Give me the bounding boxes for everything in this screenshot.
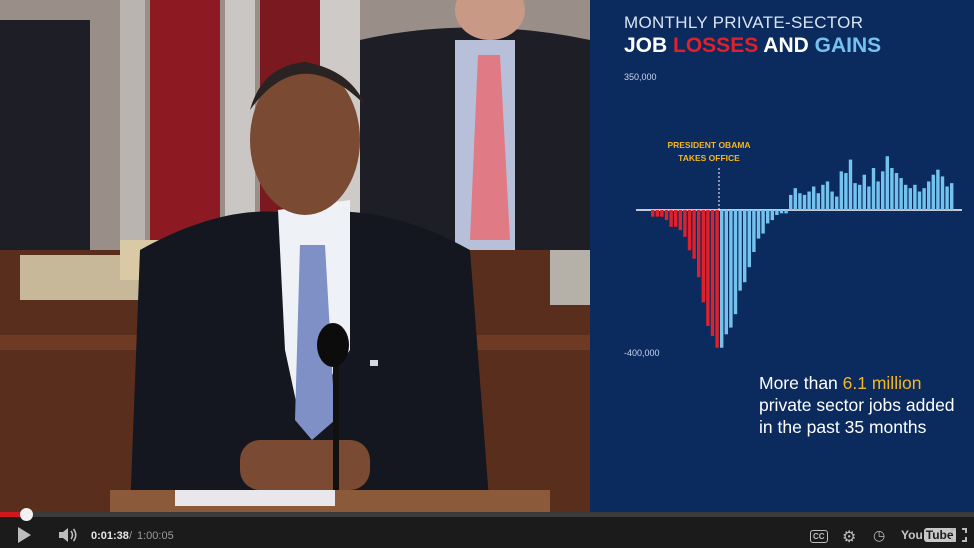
- volume-icon[interactable]: [58, 527, 80, 543]
- gains-bar: [793, 188, 797, 210]
- progress-scrubber[interactable]: [20, 508, 34, 521]
- gains-bar: [733, 210, 738, 315]
- gains-bar: [825, 181, 830, 210]
- gains-bar: [789, 194, 793, 210]
- captions-icon[interactable]: CC: [810, 530, 828, 543]
- losses-bar: [674, 210, 678, 227]
- duration: 1:00:05: [137, 530, 174, 542]
- gains-bar: [904, 184, 908, 210]
- gains-bar: [950, 183, 954, 210]
- gains-bar: [862, 174, 866, 210]
- gains-bar: [779, 210, 784, 214]
- title-and: AND: [758, 34, 815, 57]
- gains-bar: [936, 169, 940, 210]
- current-time: 0:01:38: [91, 530, 129, 542]
- title-losses: LOSSES: [673, 34, 759, 57]
- gains-bar: [927, 181, 931, 210]
- gains-bar: [881, 171, 885, 210]
- progress-played: [0, 512, 27, 517]
- gains-bar: [945, 186, 949, 210]
- jobs-bar-chart: [636, 156, 962, 348]
- gains-bar: [775, 210, 779, 216]
- gains-bar: [913, 184, 917, 210]
- gains-bar: [743, 210, 747, 283]
- losses-bar: [701, 210, 705, 303]
- gains-bar: [890, 168, 894, 210]
- y-tick-bottom: -400,000: [624, 348, 660, 358]
- time-separator: /: [129, 530, 133, 542]
- gains-bar: [917, 191, 922, 210]
- youtube-logo[interactable]: You Tube: [901, 528, 956, 542]
- y-tick-top: 350,000: [624, 72, 657, 82]
- gains-bar: [720, 210, 724, 348]
- gains-bar: [830, 191, 834, 210]
- losses-bar: [678, 210, 682, 231]
- losses-bar: [692, 210, 696, 259]
- losses-bar: [669, 210, 673, 227]
- gains-bar: [812, 186, 816, 210]
- callout-pre: More than: [759, 373, 843, 393]
- losses-bar: [710, 210, 715, 336]
- player-controls: 0:01:38 / 1:00:05 CC ⚙ ◷ You Tube: [0, 508, 974, 548]
- callout-highlight: 6.1 million: [842, 373, 922, 393]
- losses-bar: [683, 210, 687, 237]
- gains-bar: [940, 176, 945, 210]
- fullscreen-icon[interactable]: [951, 528, 967, 542]
- progress-bar[interactable]: [0, 508, 974, 521]
- inauguration-annotation: PRESIDENT OBAMA TAKES OFFICE: [667, 140, 751, 163]
- gains-bar: [761, 210, 765, 234]
- gains-bar: [770, 210, 774, 221]
- gains-bar: [756, 210, 761, 239]
- logo-tube: Tube: [923, 528, 956, 542]
- gains-bar: [798, 193, 802, 210]
- gains-bar: [876, 181, 880, 210]
- losses-bar: [655, 210, 659, 217]
- gains-bar: [839, 171, 843, 210]
- gains-bar: [766, 210, 770, 224]
- gains-bar: [724, 210, 728, 335]
- speaker-photo: [0, 0, 590, 512]
- jobs-callout: More than 6.1 million private sector job…: [759, 372, 964, 438]
- title-gains: GAINS: [814, 34, 882, 57]
- gains-bar: [807, 191, 811, 210]
- gains-bar: [908, 188, 912, 210]
- watch-later-icon[interactable]: ◷: [873, 527, 886, 543]
- gains-bar: [802, 194, 807, 210]
- gains-bar: [747, 210, 751, 268]
- gains-bar: [853, 183, 857, 210]
- gains-bar: [931, 174, 935, 210]
- gains-bar: [894, 173, 899, 210]
- gains-bar: [738, 210, 742, 291]
- chart-title-line1: MONTHLY PRIVATE-SECTOR: [624, 13, 864, 32]
- video-frame[interactable]: MONTHLY PRIVATE-SECTOR JOB LOSSES AND GA…: [0, 0, 974, 512]
- gains-bar: [867, 186, 871, 210]
- gains-bar: [885, 156, 889, 210]
- gains-bar: [844, 173, 848, 210]
- callout-post: private sector jobs added in the past 35…: [759, 395, 955, 437]
- gains-bar: [752, 210, 756, 252]
- play-icon[interactable]: [18, 527, 31, 543]
- gains-bar: [835, 196, 839, 210]
- gains-bar: [871, 168, 876, 210]
- gains-bar: [821, 184, 825, 210]
- losses-bar: [715, 210, 719, 348]
- gains-bar: [784, 210, 788, 214]
- gains-bar: [899, 178, 903, 210]
- losses-bar: [660, 210, 664, 217]
- gear-icon[interactable]: ⚙: [842, 529, 857, 546]
- losses-bar: [651, 210, 655, 217]
- losses-bar: [687, 210, 692, 251]
- losses-bar: [697, 210, 701, 278]
- losses-bar: [706, 210, 710, 326]
- gains-bar: [858, 184, 862, 210]
- losses-bar: [664, 210, 669, 221]
- title-job: JOB: [624, 34, 674, 57]
- gains-bar: [729, 210, 733, 328]
- logo-you: You: [901, 528, 923, 542]
- jobs-infographic: MONTHLY PRIVATE-SECTOR JOB LOSSES AND GA…: [590, 0, 974, 512]
- gains-bar: [848, 159, 853, 210]
- chart-title-line2: JOB LOSSES AND GAINS: [624, 34, 881, 58]
- gains-bar: [922, 188, 926, 210]
- gains-bar: [816, 193, 820, 210]
